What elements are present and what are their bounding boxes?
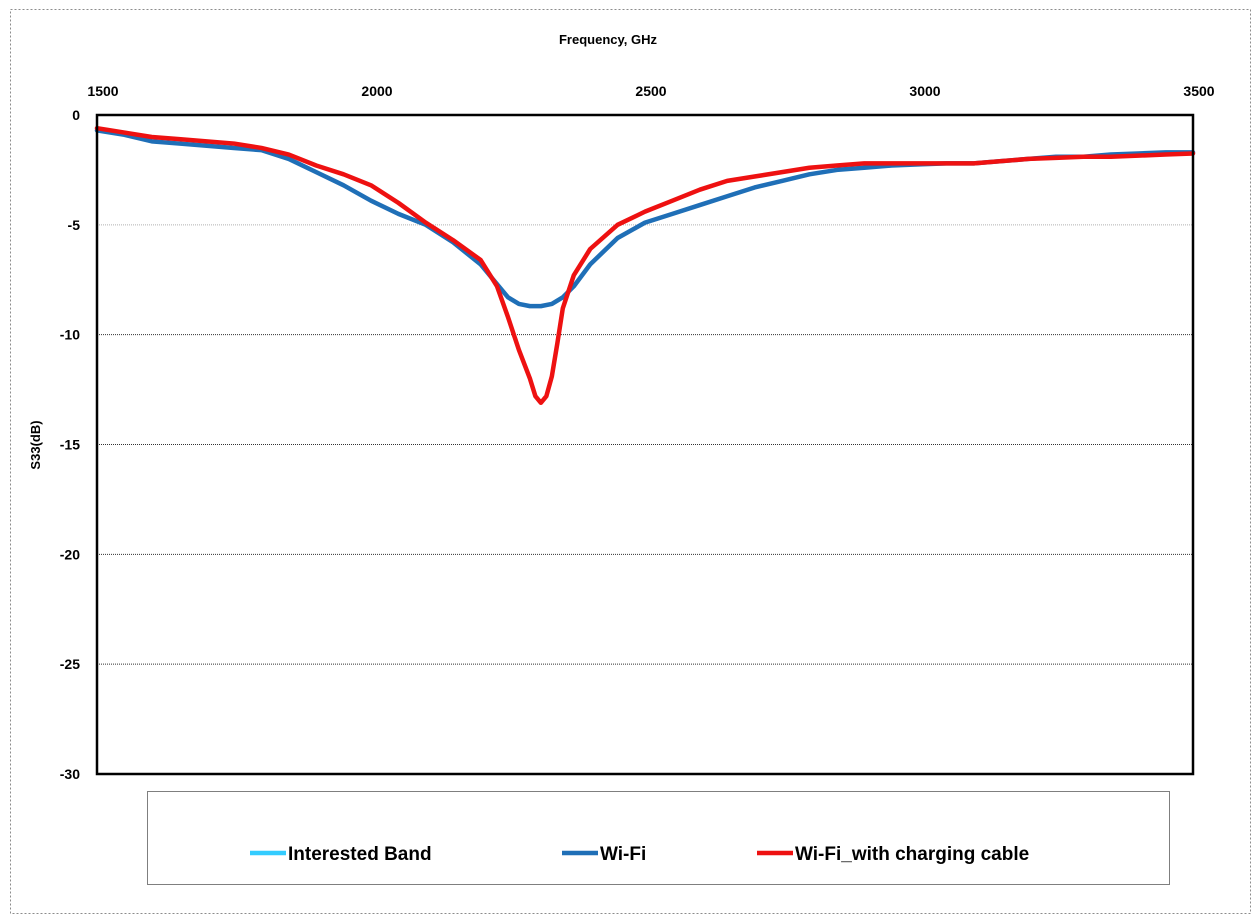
x-tick-label: 3500 <box>1183 83 1214 99</box>
y-tick-label: -5 <box>68 217 81 233</box>
x-tick-label: 2500 <box>635 83 666 99</box>
y-tick-label: 0 <box>72 107 80 123</box>
y-tick-label: -20 <box>60 546 80 562</box>
series-line-2 <box>94 125 1196 406</box>
legend-label-0: Interested Band <box>288 844 432 865</box>
series-lines <box>94 125 1196 406</box>
y-tick-label: -10 <box>60 327 80 343</box>
x-tick-label: 3000 <box>909 83 940 99</box>
y-tick-label: -15 <box>60 437 80 453</box>
legend-label-1: Wi-Fi <box>600 844 646 865</box>
y-tick-label: -25 <box>60 656 80 672</box>
y-tick-label: -30 <box>60 766 80 782</box>
x-tick-label: 1500 <box>87 83 118 99</box>
x-tick-labels: 1500 2000 2500 3000 3500 <box>87 83 1214 99</box>
y-tick-labels: 0 -5 -10 -15 -20 -25 -30 <box>60 107 80 782</box>
x-axis-title: Frequency, GHz <box>559 32 658 47</box>
y-axis-title: S33(dB) <box>28 420 43 469</box>
plot-area-border <box>95 113 1195 776</box>
legend: Interested Band Wi-Fi Wi-Fi_with charging … <box>250 844 1029 865</box>
x-tick-label: 2000 <box>361 83 392 99</box>
legend-label-2: Wi-Fi_with charging cable <box>795 844 1029 865</box>
legend-box <box>147 791 1170 885</box>
